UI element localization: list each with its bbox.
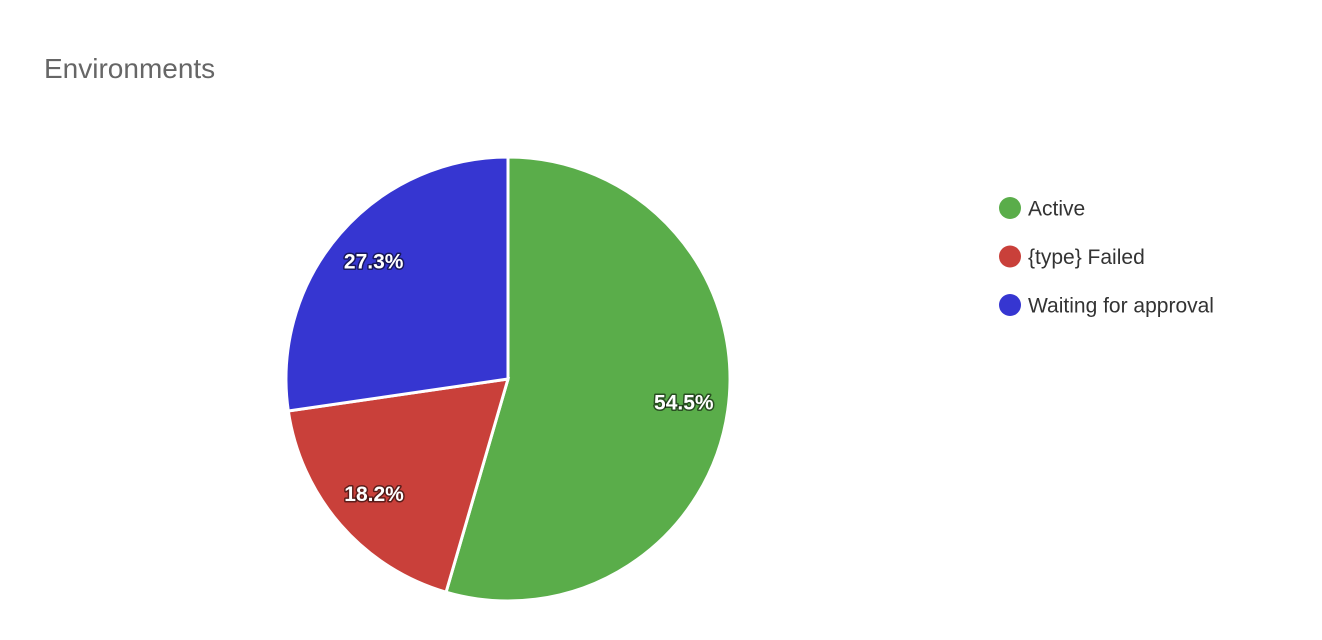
pie-slice <box>284 155 510 413</box>
data-labels: 54.5% 18.2% 27.3% <box>342 249 715 508</box>
legend-swatch[interactable] <box>999 294 1021 316</box>
legend-item[interactable]: {type} Failed <box>999 245 1145 270</box>
data-label: 18.2% <box>344 483 404 506</box>
pie-slice <box>444 155 732 603</box>
legend-label[interactable]: Active <box>1028 198 1085 221</box>
data-label: 27.3% <box>344 250 404 273</box>
legend-swatch[interactable] <box>999 197 1021 219</box>
data-label: 54.5% <box>654 392 714 415</box>
legend-label[interactable]: Waiting for approval <box>1028 295 1214 318</box>
chart-title: Environments <box>44 53 215 84</box>
legend-label[interactable]: {type} Failed <box>1028 246 1145 269</box>
legend-item[interactable]: Active <box>999 197 1085 221</box>
pie-slice <box>286 377 511 595</box>
legend: Active {type} Failed Waiting for approval <box>999 197 1214 318</box>
legend-swatch[interactable] <box>999 245 1021 268</box>
legend-item[interactable]: Waiting for approval <box>999 294 1214 318</box>
pie <box>284 155 732 603</box>
